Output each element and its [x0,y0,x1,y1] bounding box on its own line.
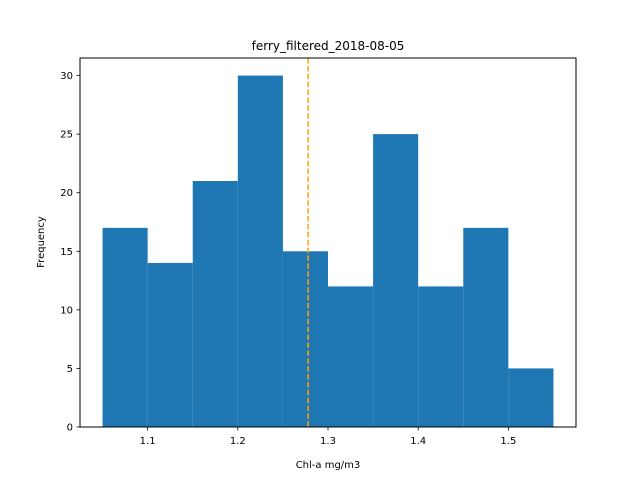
bars-group [102,75,554,428]
x-tick-label: 1.5 [500,436,516,447]
y-axis: 0 5 10 15 20 25 30 [60,71,80,434]
x-tick-label: 1.1 [140,436,156,447]
x-tick-label: 1.2 [230,436,246,447]
y-tick-label: 15 [60,247,73,258]
histogram-bar [373,134,419,427]
y-tick-label: 20 [60,188,73,199]
chart-title: ferry_filtered_2018-08-05 [252,39,405,53]
histogram-bar [282,251,328,427]
y-tick-label: 30 [60,71,73,82]
x-axis: 1.1 1.2 1.3 1.4 1.5 [140,427,516,447]
x-tick-label: 1.4 [410,436,426,447]
histogram-bar [418,286,464,427]
x-axis-label: Chl-a mg/m3 [296,460,361,471]
histogram-bar [463,227,509,427]
histogram-bar [147,263,193,427]
histogram-bar [237,75,283,428]
x-tick-label: 1.3 [320,436,336,447]
y-axis-label: Frequency [36,216,47,268]
y-tick-label: 0 [67,423,73,434]
y-tick-label: 5 [67,364,73,375]
histogram-bar [508,368,554,427]
y-tick-label: 10 [60,305,73,316]
y-tick-label: 25 [60,130,73,141]
histogram-bar [192,181,238,427]
histogram-bar [102,227,148,427]
histogram-bar [328,286,374,427]
